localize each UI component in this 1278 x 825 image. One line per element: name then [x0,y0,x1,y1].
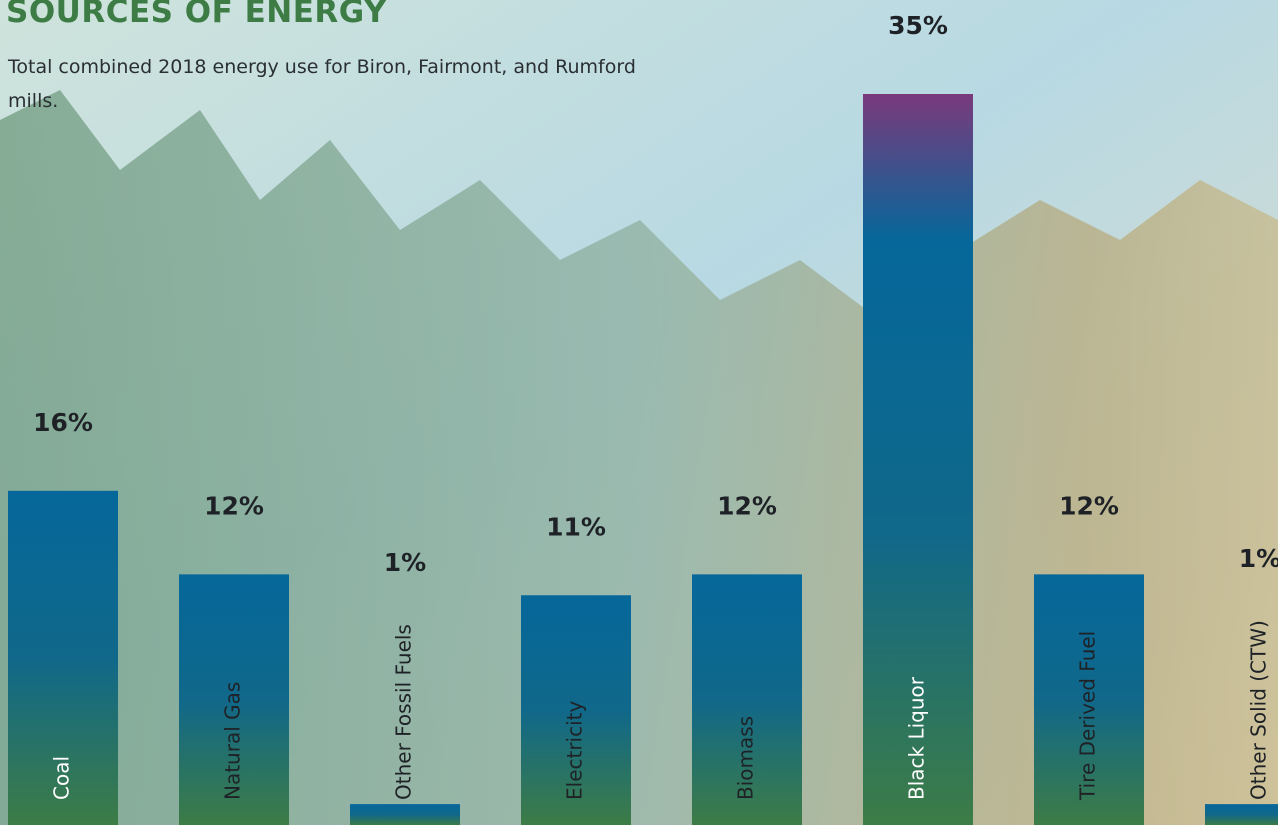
page: Coal 16% Natural Gas 12% Other Fossil Fuels 1… [0,0,1278,825]
category-label: Electricity [563,700,587,800]
value-label: 1% [1239,544,1278,573]
value-label: 12% [204,491,264,520]
chart-title: SOURCES OF ENERGY [6,0,387,30]
category-label: Other Solid (CTW) [1247,620,1271,800]
chart-subtitle: Total combined 2018 energy use for Biron… [8,50,648,118]
category-label: Biomass [734,716,758,800]
value-label: 11% [546,512,606,541]
value-label: 12% [1059,491,1119,520]
value-label: 1% [384,548,426,577]
category-label: Tire Derived Fuel [1076,631,1100,801]
category-label: Coal [50,756,74,800]
value-label: 12% [717,491,777,520]
bar [350,804,460,825]
value-label: 35% [888,11,948,40]
bar [1205,804,1278,825]
value-label: 16% [33,408,93,437]
category-label: Black Liquor [905,676,929,800]
chart: Coal 16% Natural Gas 12% Other Fossil Fuels 1… [0,0,1278,825]
category-label: Other Fossil Fuels [392,624,416,800]
category-label: Natural Gas [221,682,245,800]
